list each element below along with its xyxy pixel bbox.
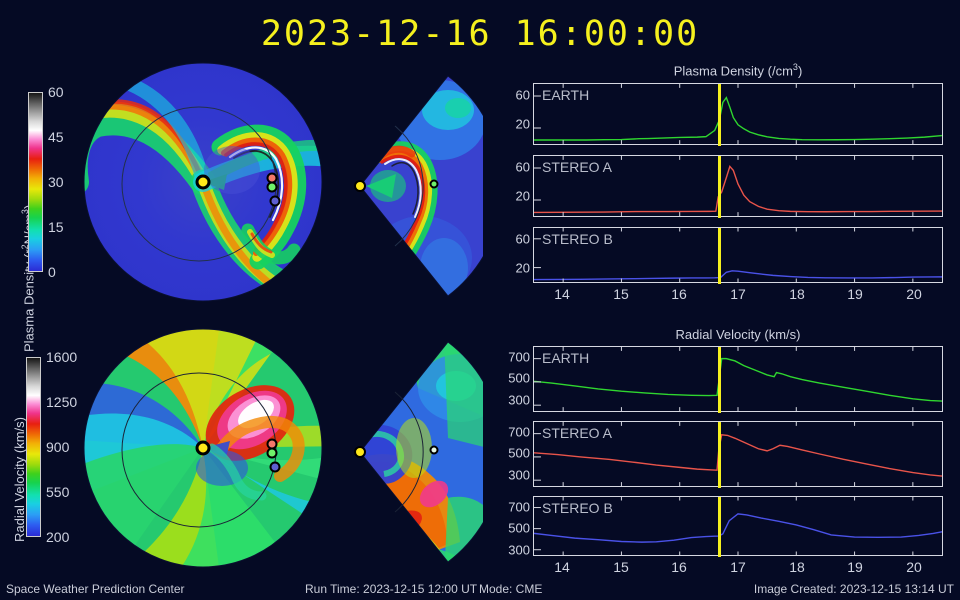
sim-meridional-velocity (348, 328, 483, 576)
velocity-xtick-15: 15 (613, 559, 629, 575)
marker-earth (266, 181, 278, 193)
velocity-panel-stereo-a-label: STEREO A (542, 425, 613, 441)
density-stereo-b-trace (534, 228, 942, 282)
velocity-sa-ytick-500: 500 (508, 445, 530, 461)
density-panel-stereo-a: STEREO A (533, 155, 943, 218)
velocity-xtick-17: 17 (730, 559, 746, 575)
colorbar-density-tick-1: 45 (48, 129, 64, 145)
velocity-timeseries-title: Radial Velocity (km/s) (675, 327, 801, 342)
velocity-xtick-20: 20 (906, 559, 922, 575)
marker-sun-meridional-velocity (354, 446, 366, 458)
density-stereo-a-now-line (718, 156, 722, 218)
sim-meridional-density (348, 62, 483, 310)
colorbar-velocity-ticks: 1600 1250 900 550 200 (46, 349, 80, 545)
density-stereo-a-trace (534, 156, 942, 216)
colorbar-density-tick-4: 0 (48, 264, 56, 280)
colorbar-velocity-label: Radial Velocity (km/s) (12, 417, 27, 542)
velocity-panel-earth-label: EARTH (542, 350, 590, 366)
density-panel-earth-label: EARTH (542, 87, 590, 103)
density-stereo-b-now-line (718, 228, 722, 284)
velocity-xtick-16: 16 (671, 559, 687, 575)
velocity-sb-ytick-500: 500 (508, 520, 530, 536)
velocity-xtick-labels: 14 15 16 17 18 19 20 (533, 559, 943, 577)
density-sa-ytick-20: 20 (515, 188, 530, 204)
velocity-stereo-a-trace (534, 422, 942, 486)
density-xtick-17: 17 (730, 286, 746, 302)
density-xtick-15: 15 (613, 286, 629, 302)
sim-ecliptic-velocity (72, 328, 337, 576)
density-earth-trace (534, 84, 942, 144)
footer-image-created: Image Created: 2023-12-15 13:14 UT (753, 582, 954, 596)
density-panel-earth: EARTH (533, 83, 943, 146)
density-ytick-labels: 60 20 60 20 60 20 (498, 83, 530, 283)
velocity-sb-ytick-300: 300 (508, 542, 530, 558)
velocity-xtick-14: 14 (554, 559, 570, 575)
page-title: 2023-12-16 16:00:00 (260, 14, 700, 54)
density-xtick-16: 16 (671, 286, 687, 302)
colorbar-velocity-gradient (26, 357, 41, 537)
velocity-sb-ytick-700: 700 (508, 499, 530, 515)
footer-agency: Space Weather Prediction Center (6, 582, 185, 596)
density-timeseries-title: Plasma Density (/cm3) (673, 62, 803, 79)
density-earth-ytick-60: 60 (515, 87, 530, 103)
density-xtick-labels: 14 15 16 17 18 19 20 (533, 286, 943, 304)
velocity-stereo-b-now-line (718, 497, 722, 557)
colorbar-velocity-tick-4: 200 (46, 529, 70, 545)
density-sb-ytick-60: 60 (515, 231, 530, 247)
density-panel-stereo-b: STEREO B (533, 227, 943, 284)
velocity-panel-earth: EARTH (533, 346, 943, 413)
marker-earth-meridional-velocity (429, 445, 439, 455)
velocity-stereo-a-now-line (718, 422, 722, 488)
marker-sun (195, 174, 211, 190)
colorbar-density-tick-2: 30 (48, 174, 64, 190)
meridional-density-canvas (359, 75, 483, 297)
footer-mode: Mode: CME (479, 582, 543, 596)
velocity-ytick-labels: 700 500 300 700 500 300 700 500 300 (494, 346, 530, 558)
marker-earth-velocity (266, 447, 278, 459)
velocity-earth-ytick-700: 700 (508, 349, 530, 365)
velocity-sa-ytick-300: 300 (508, 467, 530, 483)
colorbar-velocity-tick-1: 1250 (46, 394, 78, 410)
velocity-xtick-18: 18 (789, 559, 805, 575)
footer-run-time: Run Time: 2023-12-15 12:00 UT (305, 582, 478, 596)
velocity-earth-now-line (718, 347, 722, 413)
colorbar-density-gradient (28, 92, 43, 272)
density-sb-ytick-20: 20 (515, 260, 530, 276)
velocity-panel-stereo-a: STEREO A (533, 421, 943, 488)
density-xtick-19: 19 (847, 286, 863, 302)
density-earth-ytick-20: 20 (515, 116, 530, 132)
velocity-sa-ytick-700: 700 (508, 424, 530, 440)
colorbar-velocity-tick-2: 900 (46, 439, 70, 455)
colorbar-plasma-density: Plasma Density (r2N/cm3) 60 45 30 15 0 (0, 80, 72, 352)
velocity-panel-stereo-b-label: STEREO B (542, 500, 613, 516)
density-panel-stereo-a-label: STEREO A (542, 159, 613, 175)
velocity-stereo-b-trace (534, 497, 942, 555)
sim-ecliptic-density (72, 62, 337, 310)
marker-earth-meridional (429, 179, 439, 189)
density-sa-ytick-60: 60 (515, 159, 530, 175)
marker-stereo-b (269, 195, 281, 207)
colorbar-velocity-tick-0: 1600 (46, 349, 78, 365)
marker-sun-velocity (195, 440, 211, 456)
density-xtick-14: 14 (554, 286, 570, 302)
meridional-velocity-canvas (359, 341, 483, 563)
colorbar-radial-velocity: Radial Velocity (km/s) 1600 1250 900 550… (0, 345, 77, 545)
colorbar-density-tick-0: 60 (48, 84, 64, 100)
velocity-earth-ytick-500: 500 (508, 370, 530, 386)
velocity-earth-trace (534, 347, 942, 411)
density-earth-now-line (718, 84, 722, 146)
density-xtick-20: 20 (906, 286, 922, 302)
velocity-xtick-19: 19 (847, 559, 863, 575)
marker-stereo-b-velocity (269, 461, 281, 473)
density-xtick-18: 18 (789, 286, 805, 302)
velocity-earth-ytick-300: 300 (508, 392, 530, 408)
velocity-panel-stereo-b: STEREO B (533, 496, 943, 557)
colorbar-density-tick-3: 15 (48, 219, 64, 235)
colorbar-velocity-tick-3: 550 (46, 484, 70, 500)
density-panel-stereo-b-label: STEREO B (542, 231, 613, 247)
marker-sun-meridional (354, 180, 366, 192)
colorbar-density-ticks: 60 45 30 15 0 (48, 84, 72, 280)
